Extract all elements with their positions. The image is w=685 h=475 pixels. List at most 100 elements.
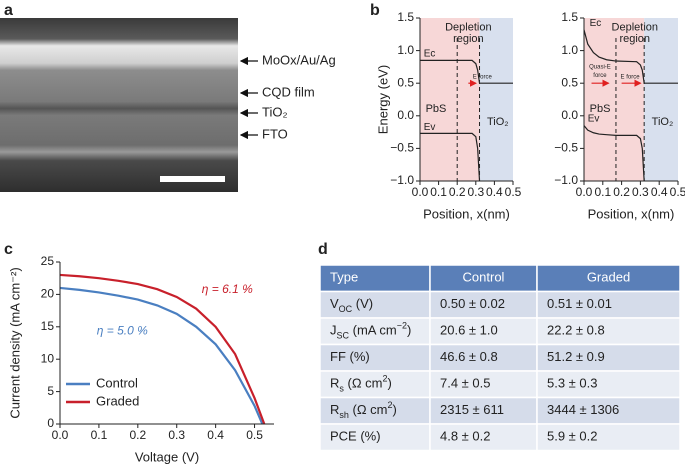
y-axis-title: Energy (eV): [375, 65, 390, 134]
annotation: TiO₂: [487, 116, 509, 128]
table-text: 4.8 ± 0.2: [440, 429, 491, 444]
annotation: FTO: [262, 126, 288, 141]
x-tick-label: 0.1: [430, 185, 447, 199]
legend-label: Control: [96, 375, 138, 390]
table-text: 51.2 ± 0.9: [547, 349, 605, 364]
x-axis-title: Voltage (V): [135, 449, 199, 464]
table-text: 5.3 ± 0.3: [547, 376, 598, 391]
table-text-part: ): [388, 376, 392, 391]
y-tick-label: 5: [47, 384, 54, 398]
y-tick-label: −0.5: [554, 141, 578, 155]
x-tick-label: 0.1: [594, 185, 611, 199]
table-text-part: sh: [339, 410, 349, 420]
annotation: force: [593, 73, 607, 79]
table-text-part: OC: [339, 304, 353, 314]
annotation: PbS: [426, 103, 447, 115]
scale-bar: [160, 176, 225, 182]
series-line: [583, 29, 678, 84]
annotation: TiO₂: [262, 104, 288, 119]
table-cell: [319, 343, 431, 372]
x-tick-label: 0.0: [576, 185, 593, 199]
y-tick-label: 0: [47, 416, 54, 430]
x-tick-label: 0.0: [412, 185, 429, 199]
annotation: Ev: [588, 114, 600, 125]
y-tick-label: 0.0: [397, 108, 414, 122]
annotation: E force: [621, 74, 641, 80]
legend-label: Graded: [96, 393, 139, 408]
table-text: Graded: [587, 270, 630, 285]
y-tick-label: 10: [41, 351, 55, 365]
table-cell: [536, 370, 681, 399]
y-tick-label: −1.0: [390, 173, 414, 187]
table-text: Rs (Ω cm2): [330, 374, 392, 394]
table-text-part: (Ω cm: [344, 376, 383, 391]
x-axis-title: Position, x(nm): [588, 206, 675, 221]
table-text: FF (%): [330, 349, 370, 364]
table-cell: [319, 396, 431, 425]
panel-label: c: [4, 241, 13, 258]
series-line: [59, 286, 264, 425]
x-tick-label: 0.3: [168, 428, 185, 442]
panel-label: a: [4, 2, 13, 19]
table-text: VOC (V): [330, 296, 373, 314]
annotation: Ec: [424, 49, 436, 60]
table-cell: [536, 423, 681, 452]
table-cell: [319, 317, 431, 346]
y-tick-label: 1.0: [397, 43, 414, 57]
table-text: Control: [463, 270, 505, 285]
x-tick-label: 0.0: [52, 428, 69, 442]
table-text-part: −2: [397, 321, 407, 331]
y-tick-label: 1.5: [561, 10, 578, 24]
table-text-part: ): [393, 402, 397, 417]
table-text: 0.51 ± 0.01: [547, 296, 612, 311]
annotation: PbS: [590, 103, 611, 115]
annotation: region: [453, 33, 484, 45]
table-cell: [536, 317, 681, 346]
annotation: η = 5.0 %: [97, 324, 148, 338]
table-cell: [429, 423, 538, 452]
table-text: 3444 ± 1306: [547, 402, 619, 417]
y-tick-label: −0.5: [390, 141, 414, 155]
annotation: region: [619, 33, 650, 45]
table-text: 2315 ± 611: [440, 402, 504, 417]
x-tick-label: 0.1: [91, 428, 108, 442]
table-text-part: V: [330, 296, 339, 311]
table-text: 22.2 ± 0.8: [547, 323, 605, 338]
region: [479, 18, 513, 181]
series-line: [59, 273, 266, 425]
table-cell: [429, 343, 538, 372]
series-line: [420, 132, 481, 182]
y-tick-label: 0.0: [561, 108, 578, 122]
series-line: [420, 59, 513, 84]
annotation: Ec: [590, 18, 602, 29]
y-tick-label: 1.0: [561, 43, 578, 57]
annotation: MoOx/Au/Ag: [262, 52, 336, 67]
table-text-part: (mA cm: [349, 323, 397, 338]
x-tick-label: 0.4: [651, 185, 668, 199]
y-tick-label: 0.5: [397, 75, 414, 89]
table-text: PCE (%): [330, 429, 381, 444]
table-text-part: s: [339, 384, 344, 394]
series-line: [583, 125, 645, 182]
annotation: Ev: [424, 122, 436, 133]
x-tick-label: 0.2: [129, 428, 146, 442]
table-text-part: J: [330, 323, 337, 338]
table-text: 0.50 ± 0.02: [440, 296, 505, 311]
table-text-part: R: [330, 376, 339, 391]
table-text: 20.6 ± 1.0: [440, 323, 498, 338]
x-tick-label: 0.5: [246, 428, 263, 442]
table-cell: [429, 264, 538, 293]
annotation: Depletion: [612, 22, 658, 34]
table-text: 7.4 ± 0.5: [440, 376, 491, 391]
table-text-part: (Ω cm: [349, 402, 388, 417]
x-tick-label: 0.4: [207, 428, 224, 442]
table-text: 5.9 ± 0.2: [547, 429, 598, 444]
annotation: CQD film: [262, 84, 315, 99]
table-text-part: (V): [352, 296, 373, 311]
sem-image: [0, 18, 238, 192]
table-text-part: 2: [388, 400, 393, 410]
y-tick-label: 20: [41, 287, 55, 301]
table-cell: [536, 264, 681, 293]
y-axis-title: Current density (mA cm⁻²): [7, 267, 22, 418]
